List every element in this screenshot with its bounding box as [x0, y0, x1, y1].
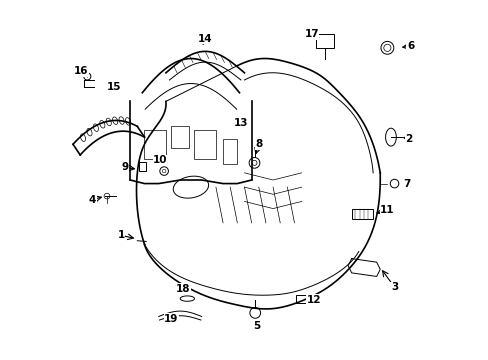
Text: 10: 10	[153, 156, 167, 165]
Bar	[351, 208, 372, 219]
Text: 18: 18	[176, 284, 190, 294]
Text: 9: 9	[121, 162, 128, 172]
Text: 5: 5	[253, 321, 260, 332]
Text: 14: 14	[198, 34, 212, 44]
Text: 13: 13	[233, 118, 248, 128]
Text: 15: 15	[107, 82, 121, 92]
Text: 17: 17	[304, 29, 318, 39]
Bar	[144, 130, 165, 158]
Bar	[295, 296, 308, 303]
Bar	[194, 130, 216, 158]
Text: 1: 1	[118, 230, 124, 240]
Text: 11: 11	[379, 205, 394, 215]
Text: 3: 3	[390, 282, 397, 292]
Bar	[171, 126, 189, 148]
Text: 6: 6	[406, 41, 413, 51]
Bar	[315, 33, 333, 48]
Text: 16: 16	[74, 66, 88, 76]
Text: 4: 4	[89, 195, 96, 204]
Bar	[139, 162, 145, 171]
Text: 12: 12	[306, 295, 321, 305]
Text: 8: 8	[255, 139, 262, 149]
Text: 7: 7	[403, 179, 410, 189]
Text: 19: 19	[164, 314, 178, 324]
Bar	[223, 139, 237, 164]
Text: 2: 2	[405, 134, 411, 144]
